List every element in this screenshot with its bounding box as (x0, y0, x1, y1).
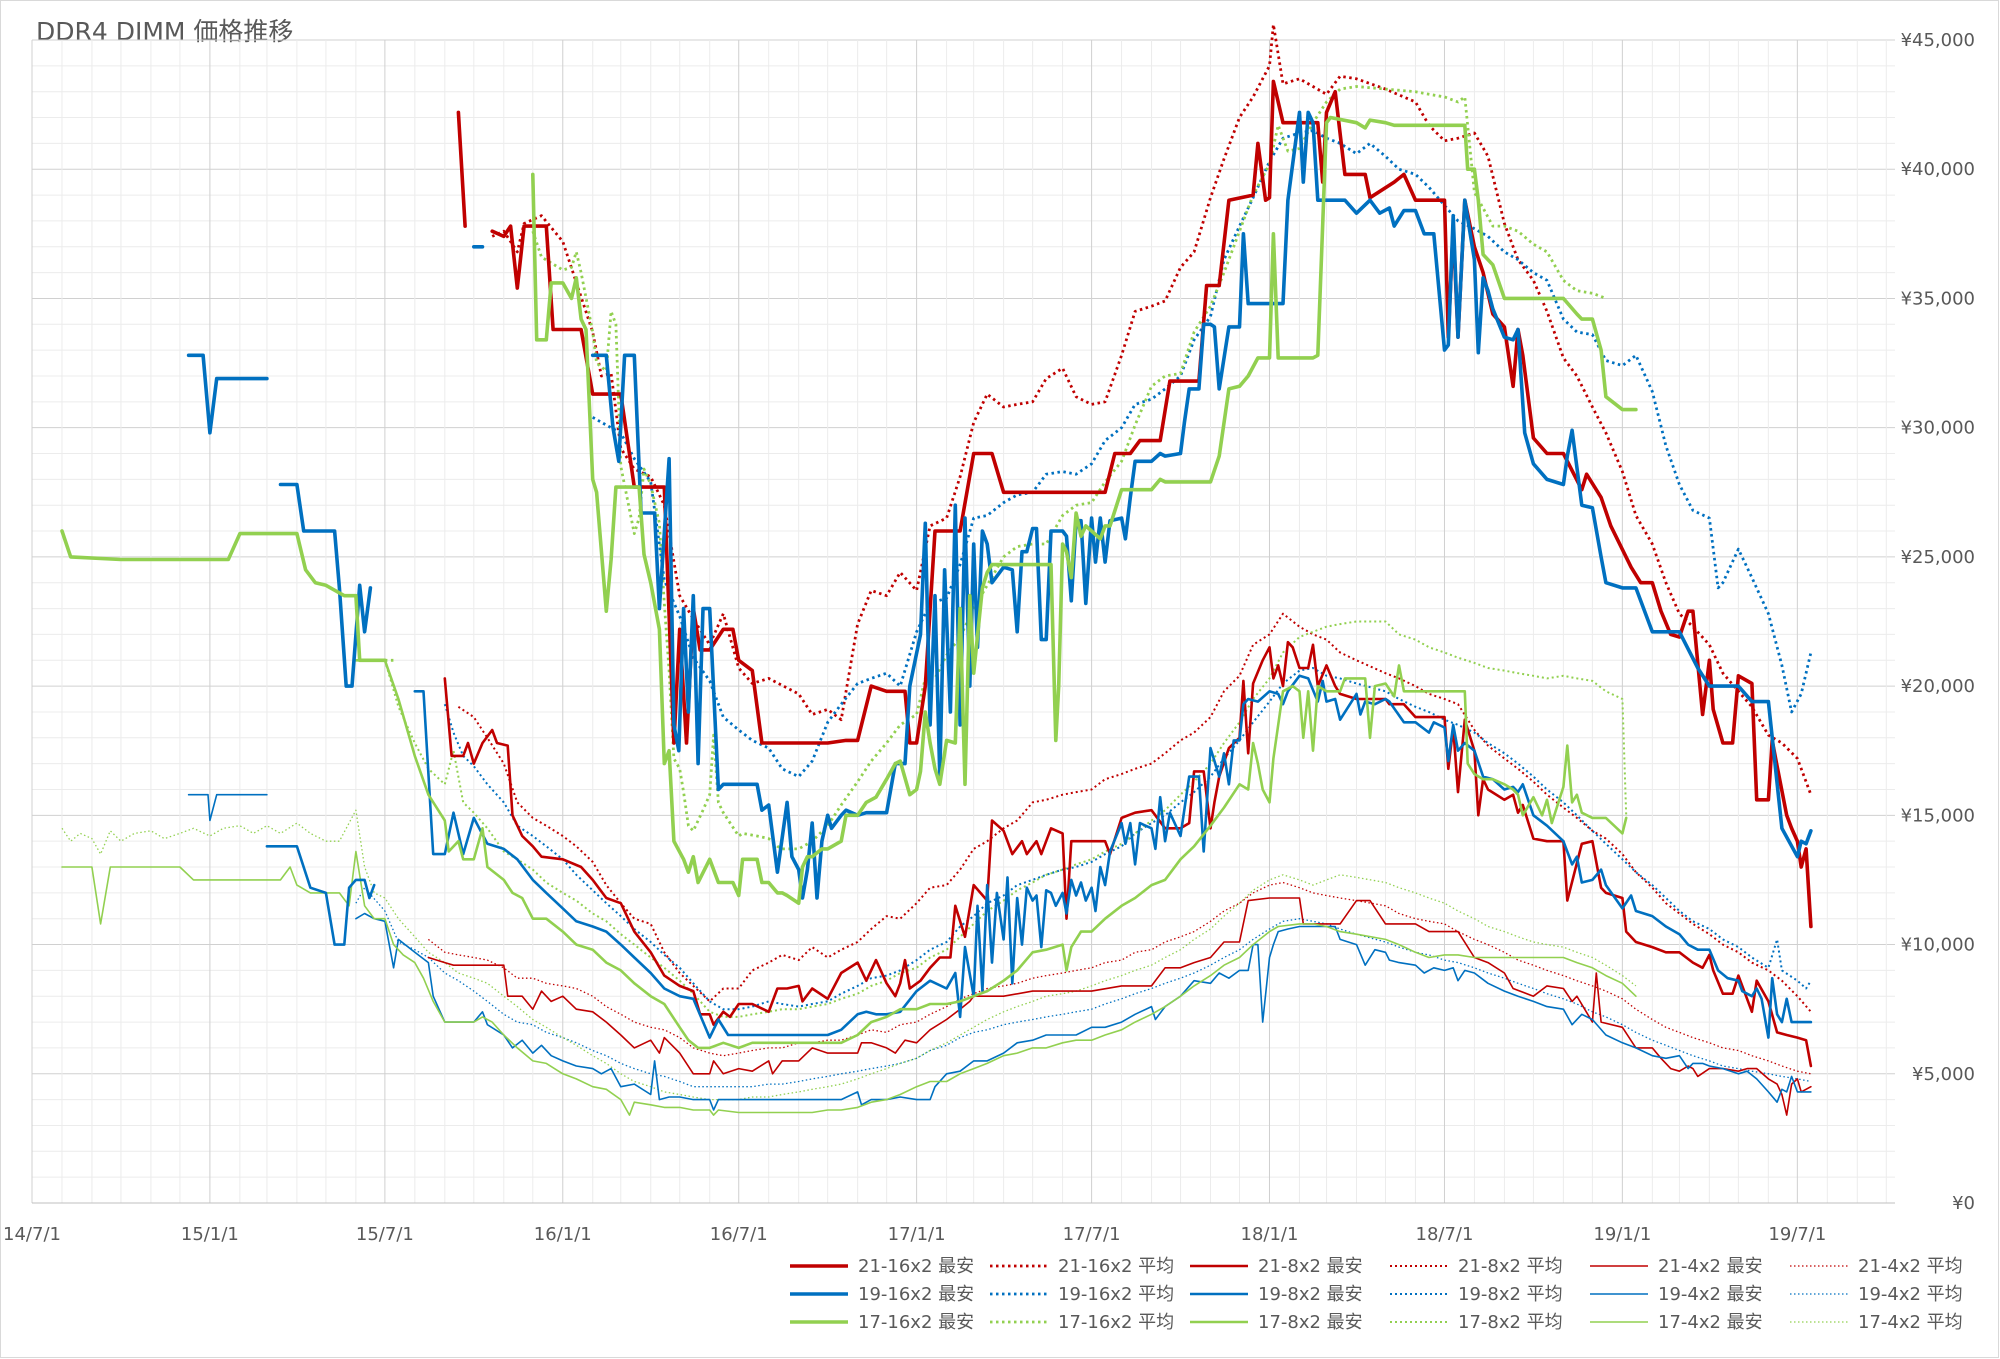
y-tick-label: ¥25,000 (1901, 547, 1975, 568)
legend-label: 19-16x2 平均 (1058, 1284, 1174, 1305)
y-tick-label: ¥20,000 (1901, 676, 1975, 697)
legend-label: 17-4x2 平均 (1858, 1312, 1963, 1333)
series-line-5 (427, 881, 1812, 1075)
series-line-8 (265, 674, 1813, 1039)
series-line-2 (443, 640, 1813, 1068)
legend-label: 21-8x2 平均 (1458, 1256, 1563, 1277)
x-tick-label: 16/1/1 (534, 1224, 592, 1245)
legend-label: 19-4x2 最安 (1658, 1284, 1763, 1305)
legend-label: 19-16x2 最安 (858, 1284, 974, 1305)
x-tick-label: 15/1/1 (181, 1224, 239, 1245)
legend-label: 21-4x2 平均 (1858, 1256, 1963, 1277)
legend-label: 21-4x2 最安 (1658, 1256, 1763, 1277)
x-tick-label: 14/7/1 (3, 1224, 61, 1245)
series-layer (60, 23, 1813, 1116)
chart-title: DDR4 DIMM 価格推移 (36, 17, 294, 46)
legend-label: 21-16x2 平均 (1058, 1256, 1174, 1277)
legend-label: 21-8x2 最安 (1258, 1256, 1363, 1277)
series-line-12 (60, 115, 1638, 905)
series-line-16 (61, 850, 1637, 1116)
series-line-6 (186, 110, 1813, 900)
series-line-4 (427, 897, 1812, 1116)
y-tick-label: ¥45,000 (1901, 30, 1975, 51)
x-tick-label: 19/7/1 (1768, 1224, 1826, 1245)
x-tick-label: 15/7/1 (356, 1224, 414, 1245)
y-tick-label: ¥5,000 (1912, 1064, 1975, 1085)
series-line-7 (592, 129, 1813, 778)
legend-label: 17-8x2 平均 (1458, 1312, 1563, 1333)
y-tick-label: ¥10,000 (1901, 935, 1975, 956)
series-line-15 (383, 620, 1628, 1018)
x-tick-label: 17/7/1 (1063, 1224, 1121, 1245)
series-line-1 (491, 23, 1813, 796)
series-line-0 (456, 79, 1813, 929)
y-tick-label: ¥30,000 (1901, 418, 1975, 439)
legend-label: 17-8x2 最安 (1258, 1312, 1363, 1333)
y-tick-label: ¥40,000 (1901, 159, 1975, 180)
series-line-11 (355, 887, 1812, 1088)
y-tick-label: ¥0 (1952, 1193, 1975, 1214)
x-tick-label: 18/7/1 (1416, 1224, 1474, 1245)
y-tick-label: ¥15,000 (1901, 805, 1975, 826)
legend-label: 19-8x2 最安 (1258, 1284, 1363, 1305)
x-tick-label: 18/1/1 (1241, 1224, 1299, 1245)
legend-label: 19-8x2 平均 (1458, 1284, 1563, 1305)
axis-layer: ¥0 ¥5,000 ¥10,000 ¥15,000 ¥20,000 ¥25,000 ¥30,… (3, 30, 1975, 1245)
x-tick-label: 17/1/1 (888, 1224, 946, 1245)
x-tick-label: 19/1/1 (1593, 1224, 1651, 1245)
y-tick-label: ¥35,000 (1901, 288, 1975, 309)
legend-label: 17-16x2 平均 (1058, 1312, 1174, 1333)
legend-label: 17-4x2 最安 (1658, 1312, 1763, 1333)
legend-label: 19-4x2 平均 (1858, 1284, 1963, 1305)
legend: 21-16x2 最安 21-16x2 平均 21-8x2 最安 21-8x2 平均 21… (790, 1256, 1963, 1333)
series-line-14 (354, 659, 1628, 1050)
legend-label: 21-16x2 最安 (858, 1256, 974, 1277)
series-line-17 (61, 809, 1637, 1101)
x-tick-label: 16/7/1 (710, 1224, 768, 1245)
series-line-9 (443, 667, 1812, 1011)
legend-label: 17-16x2 最安 (858, 1312, 974, 1333)
